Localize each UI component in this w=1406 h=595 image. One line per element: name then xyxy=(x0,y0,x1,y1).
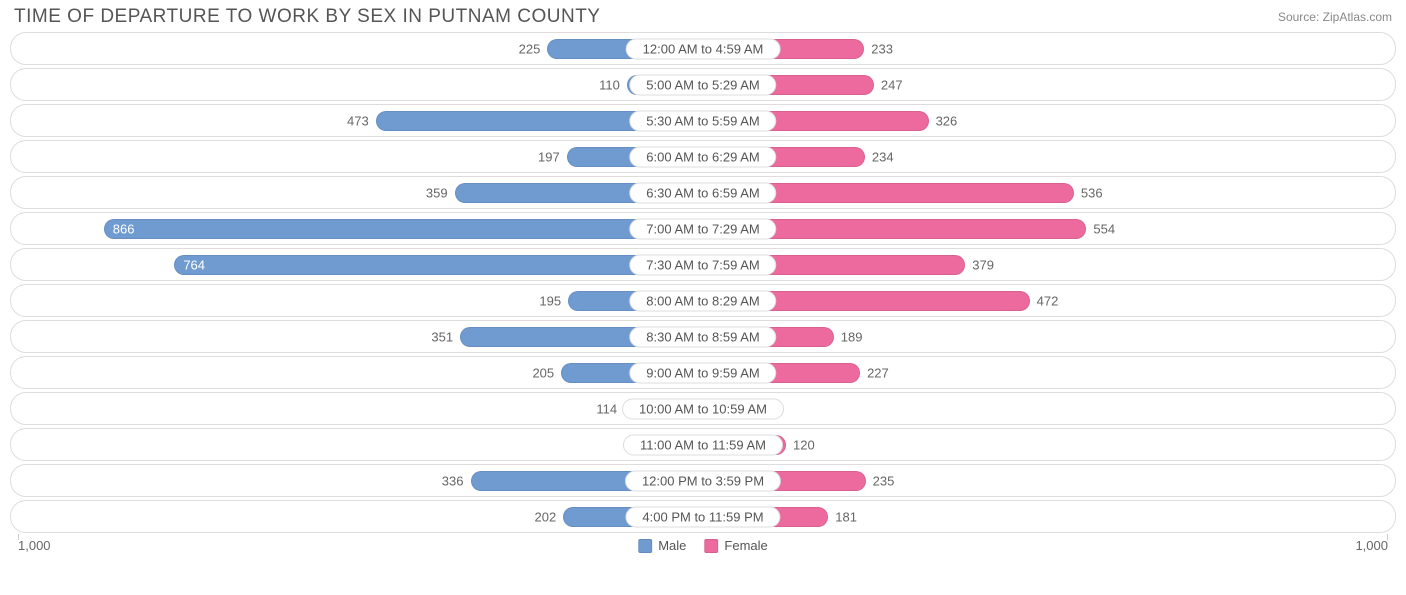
chart-row: 473 326 5:30 AM to 5:59 AM xyxy=(10,104,1396,137)
legend-male-label: Male xyxy=(658,538,686,553)
category-label: 5:30 AM to 5:59 AM xyxy=(629,110,776,131)
chart-row: 336 235 12:00 PM to 3:59 PM xyxy=(10,464,1396,497)
female-value-label: 189 xyxy=(833,329,863,344)
female-value-label: 181 xyxy=(827,509,857,524)
male-value-label: 197 xyxy=(538,149,568,164)
male-bar: 764 xyxy=(174,255,703,275)
category-label: 6:30 AM to 6:59 AM xyxy=(629,182,776,203)
chart-row: 359 536 6:30 AM to 6:59 AM xyxy=(10,176,1396,209)
chart-row: 202 181 4:00 PM to 11:59 PM xyxy=(10,500,1396,533)
chart-row: 205 227 9:00 AM to 9:59 AM xyxy=(10,356,1396,389)
female-swatch xyxy=(704,539,718,553)
male-value-label: 225 xyxy=(519,41,549,56)
male-value-label: 205 xyxy=(532,365,562,380)
female-value-label: 235 xyxy=(865,473,895,488)
male-swatch xyxy=(638,539,652,553)
male-value-label: 764 xyxy=(183,257,205,272)
chart-header: TIME OF DEPARTURE TO WORK BY SEX IN PUTN… xyxy=(0,0,1406,32)
male-bar: 866 xyxy=(104,219,703,239)
chart-row: 866 554 7:00 AM to 7:29 AM xyxy=(10,212,1396,245)
female-value-label: 472 xyxy=(1029,293,1059,308)
legend: Male Female xyxy=(638,538,768,553)
male-value-label: 202 xyxy=(535,509,565,524)
category-label: 7:00 AM to 7:29 AM xyxy=(629,218,776,239)
male-value-label: 110 xyxy=(599,77,628,92)
category-label: 12:00 AM to 4:59 AM xyxy=(626,38,781,59)
axis-left-label: 1,000 xyxy=(18,538,51,553)
chart-row: 197 234 6:00 AM to 6:29 AM xyxy=(10,140,1396,173)
female-value-label: 379 xyxy=(964,257,994,272)
category-label: 12:00 PM to 3:59 PM xyxy=(625,470,781,491)
axis-row: 1,000 Male Female 1,000 xyxy=(0,536,1406,553)
category-label: 8:30 AM to 8:59 AM xyxy=(629,326,776,347)
category-label: 11:00 AM to 11:59 AM xyxy=(623,434,783,455)
category-label: 9:00 AM to 9:59 AM xyxy=(629,362,776,383)
male-value-label: 473 xyxy=(347,113,377,128)
female-value-label: 227 xyxy=(859,365,889,380)
legend-female: Female xyxy=(704,538,767,553)
chart-row: 7912011:00 AM to 11:59 AM xyxy=(10,428,1396,461)
male-value-label: 359 xyxy=(426,185,456,200)
chart-row: 1147310:00 AM to 10:59 AM xyxy=(10,392,1396,425)
female-value-label: 234 xyxy=(864,149,894,164)
category-label: 10:00 AM to 10:59 AM xyxy=(622,398,784,419)
chart-source: Source: ZipAtlas.com xyxy=(1278,10,1392,24)
legend-female-label: Female xyxy=(724,538,767,553)
chart-row: 351 189 8:30 AM to 8:59 AM xyxy=(10,320,1396,353)
chart-row: 764 379 7:30 AM to 7:59 AM xyxy=(10,248,1396,281)
male-value-label: 351 xyxy=(431,329,461,344)
axis-right-label: 1,000 xyxy=(1355,538,1388,553)
male-value-label: 114 xyxy=(596,401,625,416)
category-label: 6:00 AM to 6:29 AM xyxy=(629,146,776,167)
chart-title: TIME OF DEPARTURE TO WORK BY SEX IN PUTN… xyxy=(14,6,600,28)
category-label: 4:00 PM to 11:59 PM xyxy=(625,506,780,527)
category-label: 5:00 AM to 5:29 AM xyxy=(629,74,776,95)
chart-area: 225 233 12:00 AM to 4:59 AM 110 247 5:00 AM t… xyxy=(0,32,1406,533)
female-value-label: 247 xyxy=(873,77,903,92)
female-value-label: 326 xyxy=(928,113,958,128)
male-value-label: 866 xyxy=(113,221,135,236)
chart-row: 225 233 12:00 AM to 4:59 AM xyxy=(10,32,1396,65)
category-label: 8:00 AM to 8:29 AM xyxy=(629,290,776,311)
female-value-label: 120 xyxy=(785,437,815,452)
chart-row: 195 472 8:00 AM to 8:29 AM xyxy=(10,284,1396,317)
male-value-label: 336 xyxy=(442,473,472,488)
category-label: 7:30 AM to 7:59 AM xyxy=(629,254,776,275)
legend-male: Male xyxy=(638,538,686,553)
female-value-label: 233 xyxy=(863,41,893,56)
chart-row: 110 247 5:00 AM to 5:29 AM xyxy=(10,68,1396,101)
male-value-label: 195 xyxy=(539,293,569,308)
female-value-label: 554 xyxy=(1085,221,1115,236)
female-value-label: 536 xyxy=(1073,185,1103,200)
